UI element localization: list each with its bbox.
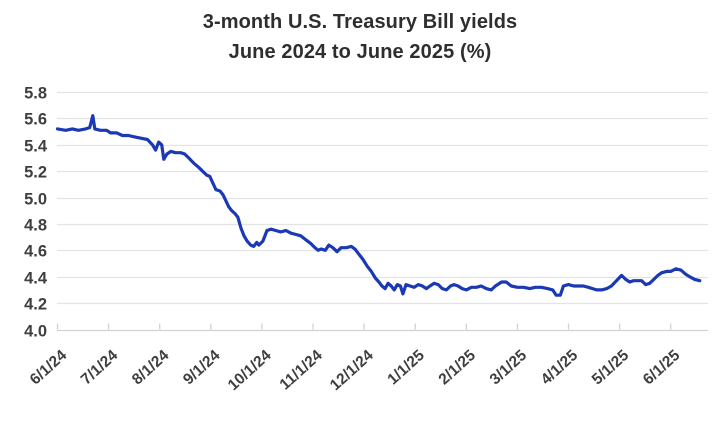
x-tick-label: 3/1/25: [487, 347, 531, 389]
x-tick-label: 4/1/25: [538, 347, 582, 389]
y-tick-label: 4.2: [24, 296, 47, 314]
y-tick-label: 5.0: [24, 191, 47, 209]
y-tick-label: 4.6: [24, 243, 47, 261]
x-tick-label: 1/1/25: [384, 347, 428, 389]
x-tick-label: 12/1/24: [327, 347, 377, 394]
y-tick-label: 4.8: [24, 217, 47, 235]
y-tick-label: 5.2: [24, 164, 47, 182]
x-tick-label: 11/1/24: [277, 347, 326, 394]
y-tick-label: 5.8: [24, 85, 47, 103]
x-tick-label: 6/1/25: [640, 347, 684, 389]
yield-line: [55, 114, 702, 297]
y-tick-label: 4.0: [24, 323, 47, 341]
chart-title-line2: June 2024 to June 2025 (%): [228, 41, 492, 63]
y-tick-label: 5.6: [24, 111, 47, 129]
x-tick-label: 7/1/24: [78, 347, 122, 389]
y-tick-label: 5.4: [24, 138, 48, 156]
y-tick-label: 4.4: [24, 270, 48, 288]
x-tick-label: 10/1/24: [225, 347, 275, 394]
x-tick-label: 2/1/25: [436, 347, 480, 389]
chart-title: 3-month U.S. Treasury Bill yields June 2…: [0, 7, 720, 67]
x-tick-label: 8/1/24: [129, 347, 173, 389]
chart-title-line1: 3-month U.S. Treasury Bill yields: [202, 11, 518, 33]
x-tick-label: 5/1/25: [589, 347, 633, 389]
x-tick-label: 9/1/24: [180, 347, 224, 389]
x-tick-label: 6/1/24: [27, 347, 71, 389]
